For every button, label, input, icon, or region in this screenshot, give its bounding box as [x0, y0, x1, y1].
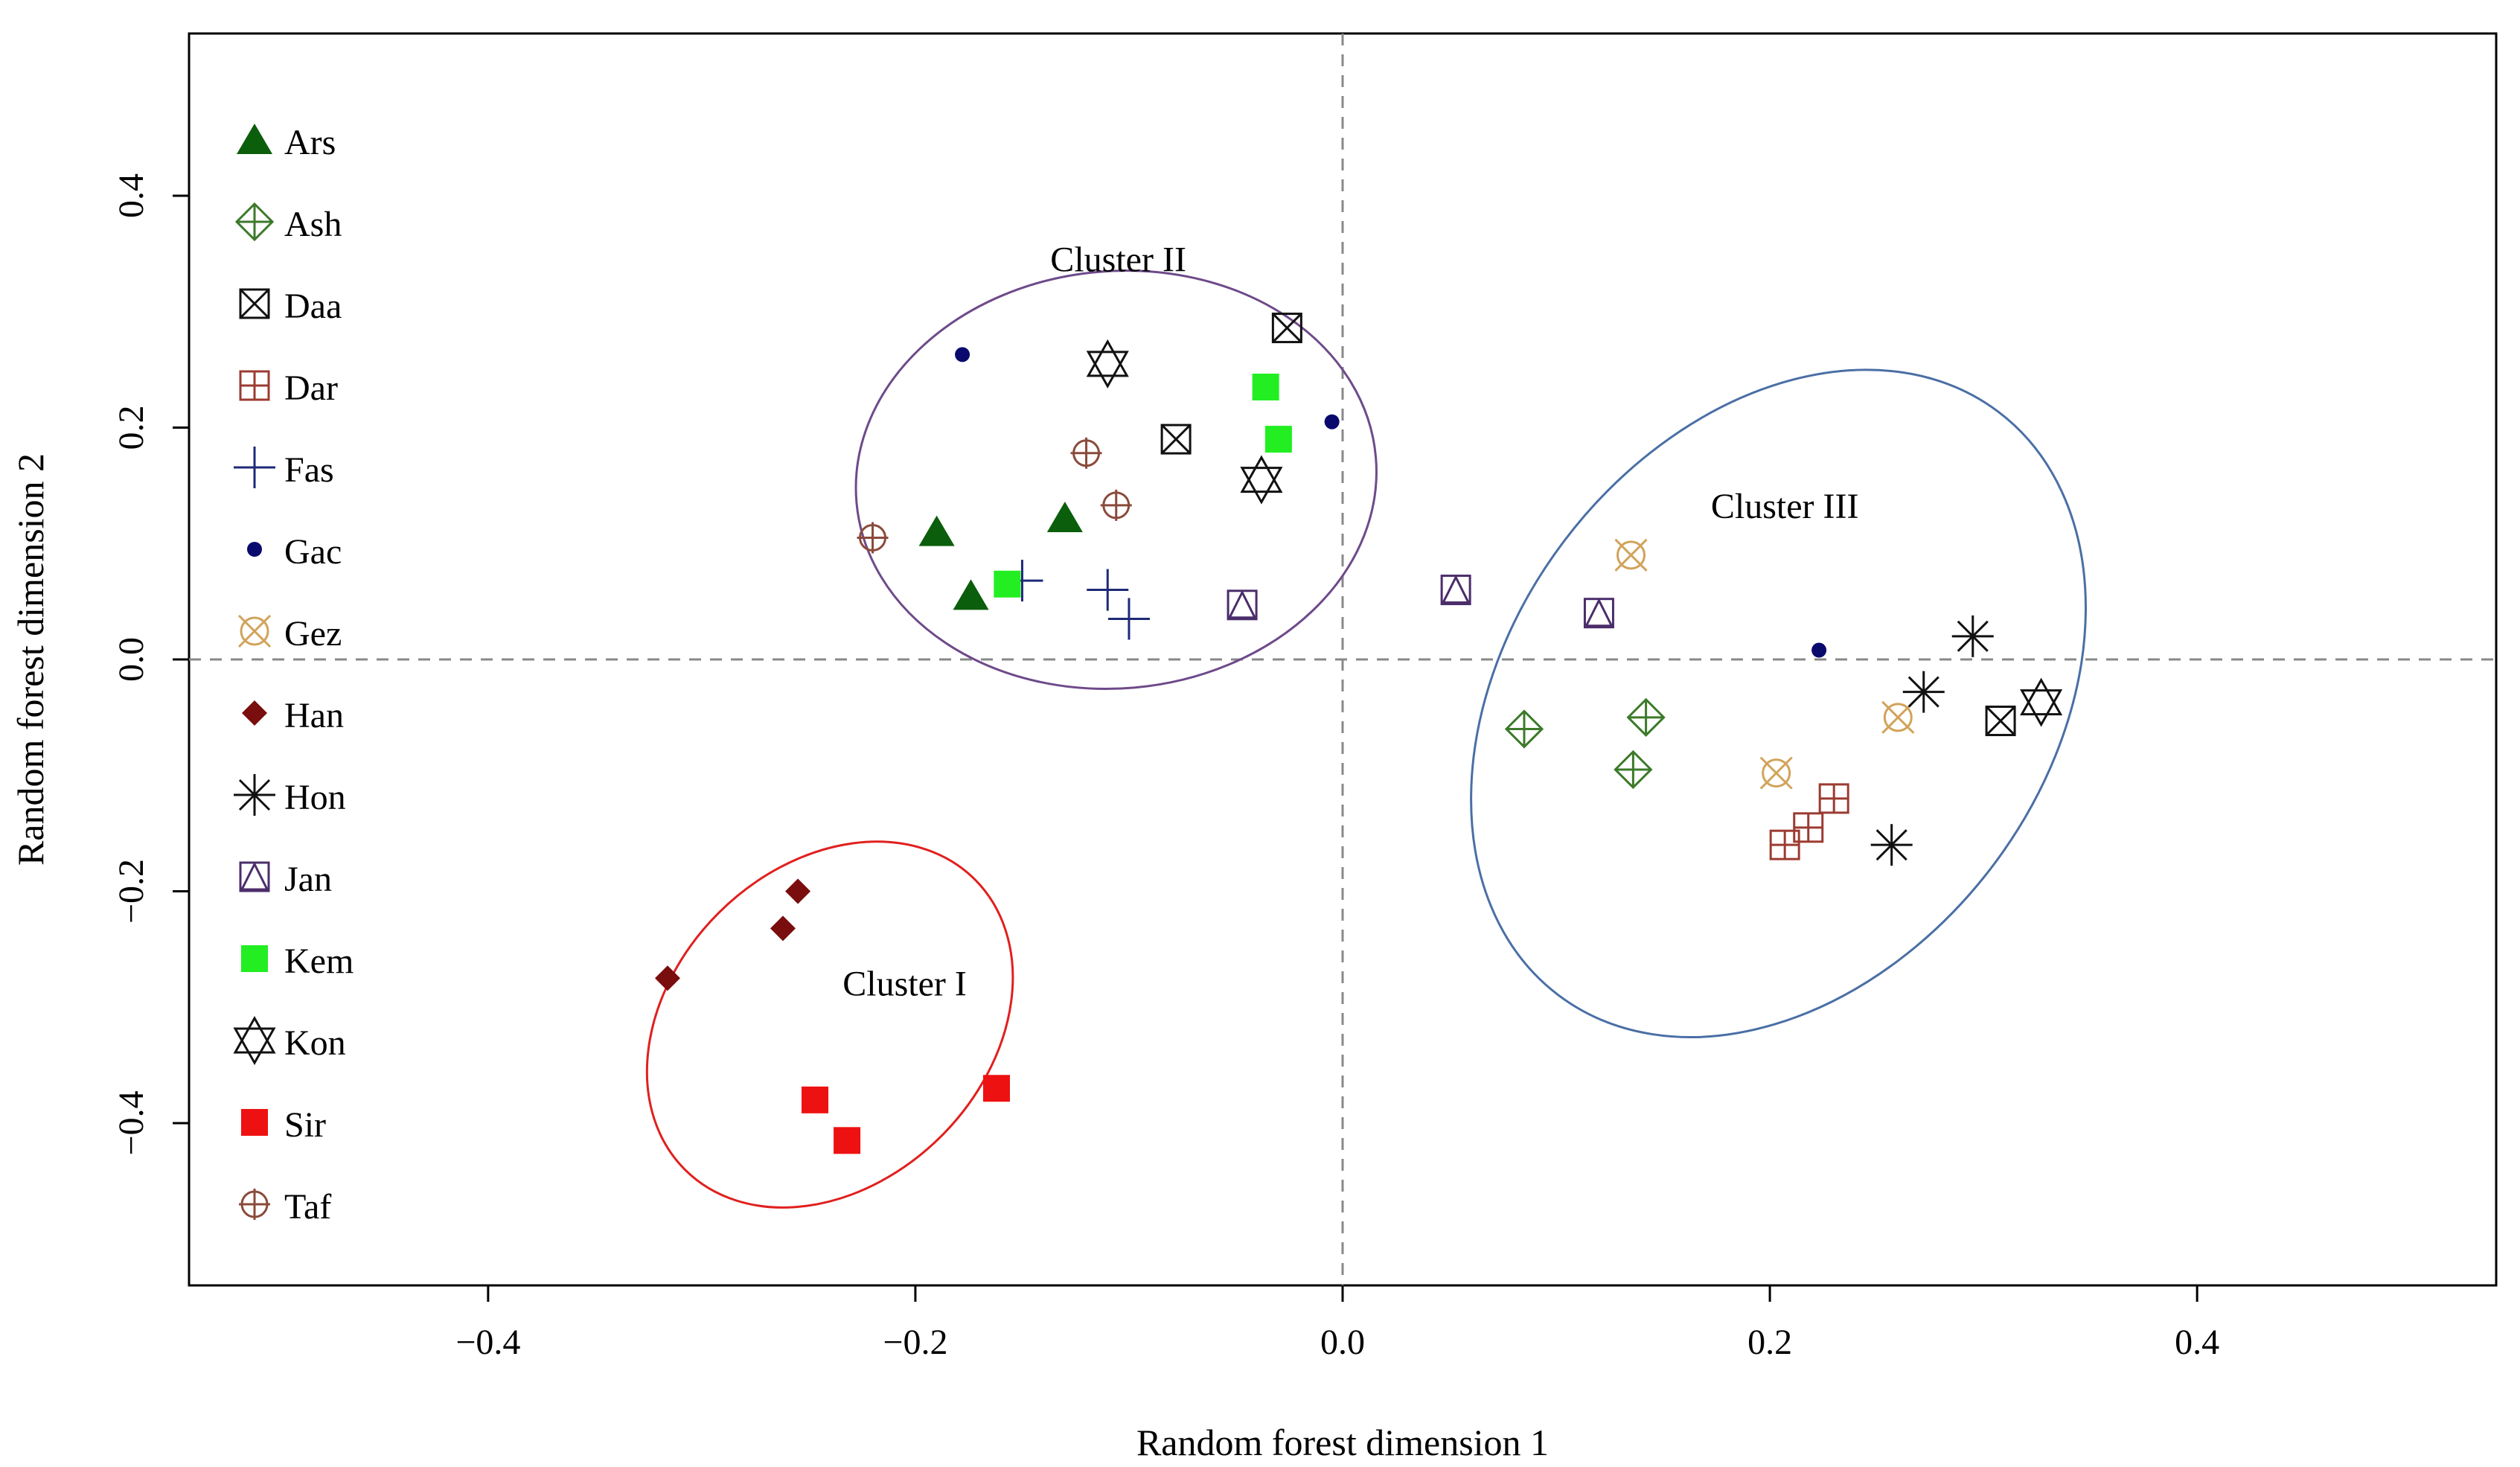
- cluster-ellipse-1: [645, 840, 1014, 1209]
- point-kon-2: [1240, 455, 1283, 505]
- point-gez-1: [1614, 538, 1648, 572]
- point-gac-1: [955, 347, 970, 362]
- point-ars-3: [1046, 501, 1083, 532]
- point-hon-2: [1902, 671, 1945, 713]
- reference-lines: [189, 33, 2496, 1285]
- x-tick-label: −0.4: [455, 1323, 520, 1362]
- point-jan-2: [1440, 575, 1471, 606]
- point-daa-1: [1271, 313, 1302, 344]
- point-kem-2: [1264, 426, 1292, 453]
- cluster-ellipses: [645, 269, 2088, 1209]
- legend-marker-daa: [239, 288, 270, 319]
- cluster-ellipse-3: [1470, 368, 2088, 1038]
- legend-label-han: Han: [284, 696, 344, 735]
- point-jan-3: [1583, 598, 1614, 629]
- point-jan-1: [1227, 589, 1258, 621]
- legend-label-fas: Fas: [284, 450, 334, 490]
- point-sir-2: [834, 1127, 861, 1154]
- y-tick-label: 0.4: [112, 173, 151, 218]
- point-gez-2: [1881, 700, 1915, 734]
- legend-marker-gac: [247, 542, 262, 557]
- point-sir-3: [983, 1075, 1010, 1102]
- legend-marker-hon: [234, 774, 275, 816]
- point-kon-1: [1086, 339, 1129, 389]
- data-points: [654, 313, 2063, 1154]
- legend-label-gac: Gac: [284, 532, 342, 572]
- y-axis: −0.4 −0.2 0.0 0.2 0.4: [112, 173, 189, 1156]
- legend-marker-gez: [237, 614, 272, 648]
- point-han-1: [785, 878, 811, 904]
- point-han-3: [654, 965, 680, 991]
- y-tick-label: 0.2: [112, 406, 151, 450]
- legend: Ars Ash Daa Dar Fas Gac Gez Han Hon Jan Kem Kon Sir T…: [233, 123, 354, 1227]
- legend-label-ash: Ash: [284, 205, 342, 244]
- point-ars-1: [918, 515, 955, 546]
- y-tick-label: 0.0: [112, 637, 151, 682]
- point-gac-2: [1324, 414, 1340, 429]
- point-dar-1: [1818, 783, 1849, 814]
- legend-label-jan: Jan: [284, 860, 332, 899]
- legend-label-sir: Sir: [284, 1105, 326, 1145]
- x-tick-label: −0.2: [883, 1323, 947, 1362]
- legend-marker-kon: [233, 1015, 276, 1066]
- point-taf-3: [857, 522, 889, 554]
- point-kon-3: [2020, 677, 2063, 727]
- x-tick-label: 0.2: [1747, 1323, 1792, 1362]
- legend-marker-ash: [234, 202, 275, 242]
- legend-marker-sir: [241, 1109, 268, 1136]
- legend-marker-ars: [237, 124, 272, 154]
- legend-marker-taf: [239, 1189, 270, 1220]
- point-kem-3: [994, 570, 1021, 598]
- point-taf-1: [1070, 437, 1102, 469]
- point-gac-3: [1811, 642, 1827, 658]
- x-axis-label: Random forest dimension 1: [1136, 1422, 1549, 1463]
- point-hon-1: [1951, 615, 1994, 657]
- point-dar-3: [1769, 829, 1800, 860]
- legend-label-kon: Kon: [284, 1023, 346, 1063]
- point-ash-3: [1614, 750, 1653, 790]
- point-gez-3: [1759, 756, 1793, 790]
- x-tick-label: 0.0: [1320, 1323, 1365, 1362]
- legend-label-kem: Kem: [284, 942, 354, 981]
- legend-marker-fas: [234, 447, 275, 488]
- point-hon-3: [1870, 824, 1913, 866]
- point-daa-3: [1985, 706, 2016, 737]
- point-dar-2: [1793, 812, 1824, 843]
- legend-label-ars: Ars: [284, 123, 336, 162]
- legend-label-taf: Taf: [284, 1187, 331, 1227]
- legend-marker-jan: [239, 861, 270, 892]
- y-tick-label: −0.4: [112, 1090, 151, 1155]
- cluster-labels: Cluster I Cluster II Cluster III: [842, 240, 1858, 1003]
- point-fas-2: [1087, 569, 1129, 611]
- point-ash-1: [1504, 709, 1544, 749]
- cluster-label-3: Cluster III: [1711, 487, 1859, 526]
- legend-marker-han: [242, 700, 267, 726]
- legend-label-gez: Gez: [284, 614, 342, 653]
- cluster-ellipse-2: [854, 269, 1378, 691]
- cluster-label-1: Cluster I: [842, 965, 967, 1004]
- point-han-2: [770, 915, 796, 942]
- point-sir-1: [802, 1086, 829, 1113]
- point-taf-2: [1100, 489, 1132, 521]
- point-kem-1: [1252, 374, 1279, 401]
- point-fas-3: [1107, 598, 1150, 640]
- legend-label-daa: Daa: [284, 287, 342, 326]
- point-ars-2: [953, 579, 989, 610]
- x-tick-label: 0.4: [2175, 1323, 2219, 1362]
- x-axis: −0.4 −0.2 0.0 0.2 0.4: [455, 1285, 2219, 1362]
- y-axis-label: Random forest dimension 2: [10, 453, 51, 866]
- point-daa-2: [1160, 424, 1192, 455]
- point-ash-2: [1626, 697, 1666, 737]
- legend-marker-kem: [241, 945, 268, 972]
- legend-marker-dar: [239, 370, 270, 401]
- cluster-label-2: Cluster II: [1050, 240, 1186, 279]
- legend-label-hon: Hon: [284, 778, 346, 817]
- y-tick-label: −0.2: [112, 859, 151, 924]
- legend-label-dar: Dar: [284, 368, 338, 408]
